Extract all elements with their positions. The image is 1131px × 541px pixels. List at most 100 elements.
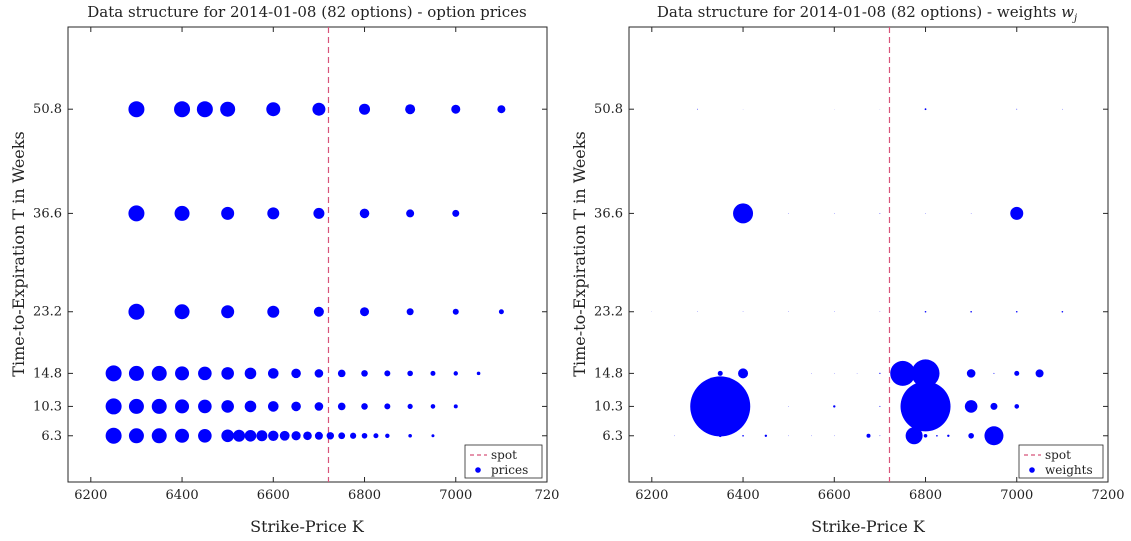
data-point [221, 400, 234, 413]
y-tick-label: 50.8 [33, 102, 62, 117]
legend: spot weights [1018, 444, 1104, 479]
data-point [221, 367, 234, 380]
data-point [338, 432, 346, 440]
data-point [244, 400, 257, 413]
data-point [833, 435, 835, 437]
data-point [313, 306, 324, 317]
data-point [451, 104, 461, 114]
data-point [373, 433, 379, 439]
data-point [407, 403, 413, 410]
data-point [198, 428, 212, 443]
data-point [291, 401, 301, 412]
data-point [497, 105, 506, 114]
data-point [717, 370, 723, 376]
data-point [1014, 404, 1020, 409]
data-point [267, 401, 279, 412]
data-point [337, 402, 346, 411]
data-point [256, 430, 268, 442]
data-point [1014, 370, 1020, 376]
data-point [947, 434, 950, 437]
data-point [879, 405, 881, 407]
y-tick-label: 14.8 [594, 366, 623, 381]
data-point [718, 434, 722, 438]
data-point [406, 209, 415, 218]
data-point [198, 399, 212, 414]
x-tick-label: 6400 [727, 488, 760, 503]
data-point [407, 370, 413, 377]
data-point [742, 434, 744, 437]
data-point [337, 369, 346, 378]
data-point [923, 433, 928, 438]
data-point [833, 373, 835, 374]
data-point [970, 213, 972, 214]
data-point [105, 365, 122, 382]
data-point [175, 366, 190, 381]
chart-option-prices: Data structure for 2014-01-08 (82 option… [9, 3, 559, 536]
data-point [105, 398, 122, 415]
data-point [879, 435, 881, 437]
legend-weights-swatch [1029, 467, 1035, 473]
y-tick-label: 36.6 [594, 206, 623, 221]
data-point [233, 429, 246, 442]
chart-title: Data structure for 2014-01-08 (82 option… [87, 3, 526, 21]
x-tick-label: 6600 [818, 488, 851, 503]
data-point [1016, 108, 1018, 110]
data-point [833, 405, 836, 408]
data-point [196, 101, 213, 118]
y-axis: 6.3 10.3 14.8 23.2 36.6 50.8 [594, 102, 1108, 444]
legend-weights-label: weights [1045, 463, 1093, 477]
data-point [966, 369, 976, 378]
data-point [925, 213, 926, 214]
data-point [452, 308, 459, 315]
y-tick-label: 36.6 [33, 206, 62, 221]
data-point [267, 368, 279, 379]
x-axis: 6200 6400 6600 6800 7000 7200 [635, 27, 1125, 503]
data-point [268, 430, 279, 441]
data-point [856, 373, 858, 374]
data-point [174, 101, 191, 118]
data-point [476, 371, 481, 376]
data-point [964, 400, 978, 413]
data-point [452, 209, 460, 217]
data-point [312, 102, 326, 116]
data-point [128, 398, 144, 414]
data-point [128, 101, 145, 118]
x-axis: 6200 6400 6600 6800 7000 720 [74, 27, 559, 503]
legend: spot prices [464, 444, 543, 479]
data-point [738, 368, 749, 379]
data-point [879, 213, 881, 214]
data-point [1010, 206, 1024, 220]
data-point [314, 402, 324, 411]
data-point [291, 368, 301, 379]
data-point [408, 433, 412, 438]
data-point [384, 403, 391, 410]
data-point [221, 305, 235, 319]
data-point [361, 403, 368, 410]
data-point [105, 427, 122, 444]
x-tick-label: 7200 [1091, 488, 1124, 503]
data-point [314, 431, 323, 440]
data-point [174, 205, 190, 221]
x-tick-label: 6800 [909, 488, 942, 503]
x-tick-label: 720 [535, 488, 560, 503]
data-point [984, 426, 1004, 446]
data-point [733, 203, 754, 224]
x-tick-label: 6200 [74, 488, 107, 503]
data-point [866, 433, 871, 438]
data-point [453, 371, 458, 376]
legend-spot-label: spot [491, 448, 517, 462]
data-point [303, 431, 312, 441]
chart-weights: Data structure for 2014-01-08 (82 option… [570, 3, 1125, 536]
data-point [911, 359, 940, 388]
data-point [384, 370, 391, 377]
x-tick-label: 6800 [348, 488, 381, 503]
data-point [244, 367, 257, 380]
x-tick-label: 6200 [635, 488, 668, 503]
data-point [279, 430, 290, 441]
y-tick-label: 10.3 [594, 399, 623, 414]
data-point [361, 370, 368, 377]
data-point [788, 311, 789, 313]
data-point [811, 435, 812, 437]
data-point [697, 311, 698, 313]
